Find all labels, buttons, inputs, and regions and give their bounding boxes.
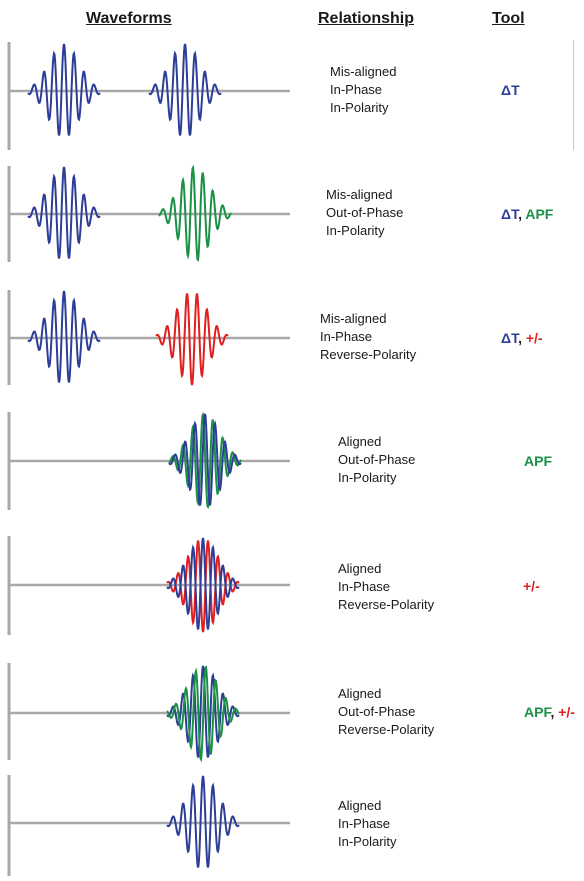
tool-name: APF <box>524 453 552 469</box>
relationship-line: In-Phase <box>338 816 391 831</box>
blue-waveform <box>27 43 101 136</box>
relationship-header: Relationship <box>318 10 415 27</box>
relationship-line: Aligned <box>338 434 382 449</box>
relationship-line: In-Polarity <box>330 100 389 115</box>
blue-waveform <box>168 413 242 506</box>
relationship-line: In-Polarity <box>338 470 397 485</box>
waveform-row-5 <box>7 536 290 635</box>
waveform-row-7 <box>7 775 290 876</box>
green-waveform <box>168 411 242 509</box>
tool-separator: , <box>518 206 526 222</box>
relationship-line: Out-of-Phase <box>326 205 404 220</box>
tool-name: APF <box>524 704 551 720</box>
tool-name: ΔT <box>501 82 520 98</box>
relationship-line: Reverse-Polarity <box>320 347 417 362</box>
tool-name: +/- <box>558 704 575 720</box>
tool-separator: , <box>518 330 526 346</box>
waveforms-header: Waveforms <box>86 10 172 27</box>
relationship-line: Mis-aligned <box>320 311 387 326</box>
right-divider <box>573 40 574 150</box>
green-waveform <box>166 665 240 763</box>
tool-label-4: APF <box>524 453 552 469</box>
blue-waveform <box>166 775 240 868</box>
tool-label-5: +/- <box>523 578 540 594</box>
relationship-text-6: Aligned Out-of-Phase Reverse-Polarity <box>338 685 434 739</box>
relationship-line: Aligned <box>338 798 382 813</box>
relationship-line: In-Phase <box>330 82 383 97</box>
tool-label-3: ΔT, +/- <box>501 330 543 346</box>
waveform-row-4 <box>7 411 290 510</box>
waveform-row-3 <box>7 290 290 386</box>
tool-label-6: APF, +/- <box>524 704 575 720</box>
green-waveform <box>158 164 232 262</box>
relationship-line: In-Phase <box>338 579 391 594</box>
relationship-text-4: Aligned Out-of-Phase In-Polarity <box>338 433 415 487</box>
relationship-line: Aligned <box>338 561 382 576</box>
relationship-line: In-Phase <box>320 329 373 344</box>
relationship-text-3: Mis-aligned In-Phase Reverse-Polarity <box>320 310 416 364</box>
relationship-line: Aligned <box>338 686 382 701</box>
relationship-line: Out-of-Phase <box>338 704 416 719</box>
tool-name: +/- <box>525 330 543 346</box>
relationship-text-5: Aligned In-Phase Reverse-Polarity <box>338 560 434 614</box>
tool-label-2: ΔT, APF <box>501 206 553 222</box>
relationship-line: In-Polarity <box>338 834 397 849</box>
blue-waveform <box>166 537 240 630</box>
waveform-row-6 <box>7 663 290 763</box>
red-waveform <box>155 293 229 386</box>
tool-separator: , <box>550 704 559 720</box>
tool-name: ΔT <box>501 330 519 346</box>
blue-waveform <box>27 290 101 383</box>
relationship-text-7: Aligned In-Phase In-Polarity <box>338 797 397 851</box>
relationship-line: Mis-aligned <box>330 64 397 79</box>
blue-waveform <box>27 166 101 259</box>
tool-header: Tool <box>492 10 525 27</box>
relationship-text-2: Mis-aligned Out-of-Phase In-Polarity <box>326 186 403 240</box>
red-waveform <box>166 540 240 633</box>
relationship-line: In-Polarity <box>326 223 385 238</box>
blue-waveform <box>148 43 222 136</box>
relationship-line: Reverse-Polarity <box>338 722 435 737</box>
tool-name: APF <box>525 206 554 222</box>
relationship-text-1: Mis-aligned In-Phase In-Polarity <box>330 63 396 117</box>
tool-name: ΔT <box>501 206 519 222</box>
relationship-line: Reverse-Polarity <box>338 597 435 612</box>
tool-name: +/- <box>523 578 540 594</box>
waveform-row-2 <box>7 164 290 262</box>
waveform-row-1 <box>7 42 290 150</box>
tool-label-1: ΔT <box>501 82 520 98</box>
relationship-line: Mis-aligned <box>326 187 393 202</box>
relationship-line: Out-of-Phase <box>338 452 416 467</box>
